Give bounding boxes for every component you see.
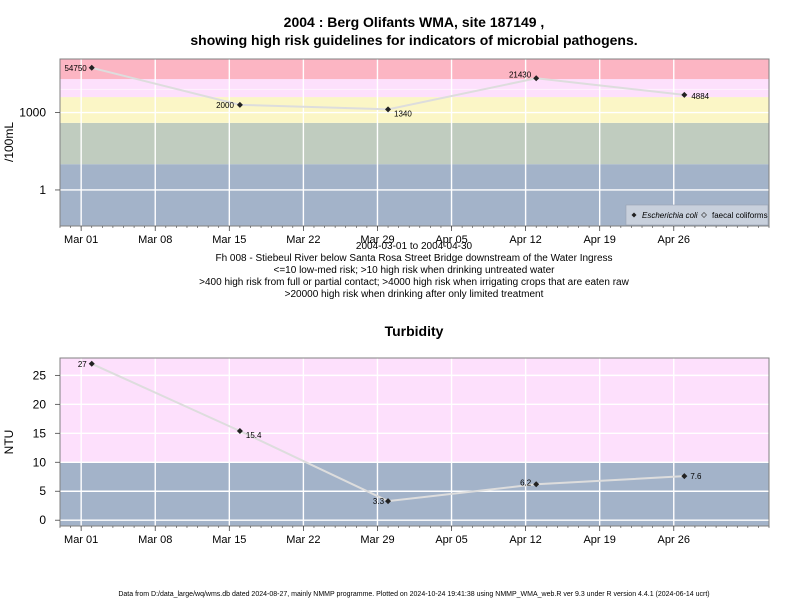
data-point bbox=[385, 498, 392, 505]
caption-guideline-2: >400 high risk from full or partial cont… bbox=[199, 277, 629, 288]
x-tick-label: Apr 19 bbox=[583, 534, 615, 546]
data-point bbox=[88, 64, 95, 71]
data-label: 6.2 bbox=[520, 478, 532, 487]
x-tick-label: Mar 29 bbox=[360, 534, 394, 546]
caption: 2004-03-01 to 2004-04-30 Fh 008 - Stiebe… bbox=[199, 241, 629, 300]
data-label: 21430 bbox=[509, 70, 532, 79]
data-label: 1340 bbox=[394, 109, 412, 118]
y-tick-label: 1000 bbox=[19, 106, 46, 120]
turbidity-title: Turbidity bbox=[385, 323, 444, 339]
x-tick-label: Apr 12 bbox=[509, 234, 541, 246]
caption-site: Fh 008 - Stiebeul River below Santa Rosa… bbox=[215, 253, 612, 264]
risk-band-2 bbox=[60, 122, 769, 165]
data-label: 4884 bbox=[691, 92, 709, 101]
x-tick-label: Apr 19 bbox=[583, 234, 615, 246]
data-point bbox=[681, 91, 688, 98]
x-tick-label: Mar 01 bbox=[64, 534, 98, 546]
data-label: 15.4 bbox=[246, 431, 262, 440]
legend-box bbox=[625, 204, 769, 226]
legend-label-faecal: faecal coliforms bbox=[712, 211, 768, 220]
x-tick-label: Mar 01 bbox=[64, 234, 98, 246]
bacteria-chart: Mar 01 Mar 08 Mar 15 Mar 22 Mar 29 Apr 05 Apr … bbox=[2, 58, 770, 246]
data-label: 7.6 bbox=[690, 472, 702, 481]
figure-title-line2: showing high risk guidelines for indicat… bbox=[190, 32, 637, 48]
y-tick-label: 0 bbox=[39, 513, 46, 527]
x-tick-label: Apr 26 bbox=[658, 234, 690, 246]
x-tick-label: Mar 29 bbox=[360, 234, 394, 246]
data-point bbox=[533, 481, 540, 488]
y-tick-label: 5 bbox=[39, 484, 46, 498]
y-tick-label: 1 bbox=[39, 183, 46, 197]
y-tick-label: 20 bbox=[33, 397, 47, 411]
caption-date-range: 2004-03-01 to 2004-04-30 bbox=[356, 241, 473, 252]
x-tick-label: Mar 08 bbox=[138, 234, 172, 246]
data-point bbox=[88, 360, 95, 367]
legend-label-ecoli: Escherichia coli bbox=[642, 211, 698, 220]
x-tick-label: Mar 22 bbox=[286, 534, 320, 546]
y-tick-label: 10 bbox=[33, 455, 47, 469]
data-label: 3.3 bbox=[373, 497, 385, 506]
risk-band-3 bbox=[60, 97, 769, 123]
plot-frame bbox=[59, 58, 770, 227]
legend-marker-ecoli bbox=[631, 212, 637, 218]
legend-marker-faecal bbox=[701, 212, 707, 218]
x-tick-label: Mar 08 bbox=[138, 534, 172, 546]
data-label: 27 bbox=[78, 360, 87, 369]
x-tick-label: Apr 26 bbox=[658, 534, 690, 546]
data-point bbox=[236, 101, 243, 108]
data-point bbox=[385, 106, 392, 113]
turbidity-chart: Mar 01 Mar 08 Mar 15 Mar 22 Mar 29 Apr 05 Apr … bbox=[2, 357, 770, 546]
x-tick-label: Mar 15 bbox=[212, 534, 246, 546]
x-tick-label: Mar 15 bbox=[212, 234, 246, 246]
y-axis-label: NTU bbox=[2, 430, 16, 455]
caption-guideline-3: >20000 high risk when drinking after onl… bbox=[285, 289, 544, 300]
x-tick-label: Apr 05 bbox=[435, 234, 467, 246]
y-tick-label: 25 bbox=[33, 368, 47, 382]
plot-frame bbox=[59, 357, 770, 527]
figure-title-line1: 2004 : Berg Olifants WMA, site 187149 , bbox=[284, 14, 545, 30]
data-label: 2000 bbox=[216, 101, 234, 110]
data-point bbox=[236, 427, 243, 434]
risk-band-5 bbox=[60, 59, 769, 80]
footer-note: Data from D:/data_large/wq/wms.db dated … bbox=[118, 591, 709, 598]
caption-guideline-1: <=10 low-med risk; >10 high risk when dr… bbox=[274, 265, 556, 276]
data-point bbox=[681, 473, 688, 480]
risk-band-2 bbox=[60, 358, 769, 463]
data-label: 54750 bbox=[64, 64, 87, 73]
risk-band-4 bbox=[60, 79, 769, 98]
data-point bbox=[533, 75, 540, 82]
y-axis-label: /100mL bbox=[2, 122, 16, 162]
risk-band-1 bbox=[60, 462, 769, 526]
x-tick-label: Mar 22 bbox=[286, 234, 320, 246]
x-tick-label: Apr 05 bbox=[435, 534, 467, 546]
x-tick-label: Apr 12 bbox=[509, 534, 541, 546]
y-tick-label: 15 bbox=[33, 426, 47, 440]
